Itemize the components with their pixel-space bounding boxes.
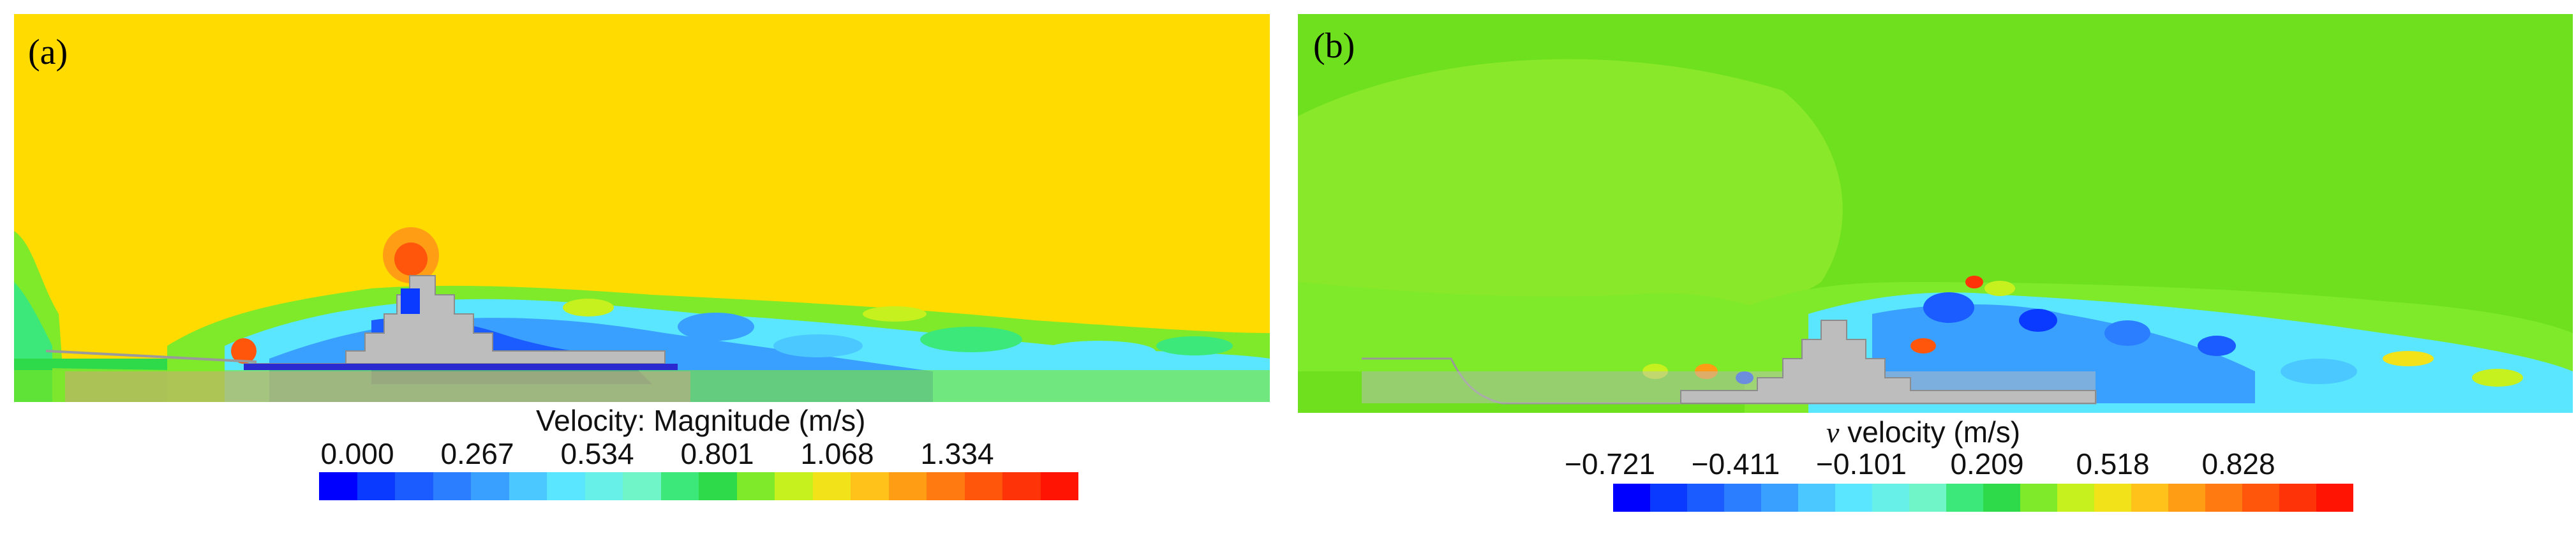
colorbar-b-swatch-7	[1872, 484, 1909, 512]
colorbar-b-swatch-15	[2168, 484, 2205, 512]
colorbar-a-swatch-2	[395, 472, 433, 500]
colorbar-a-swatch-11	[736, 472, 775, 500]
colorbar-a-swatch-14	[851, 472, 889, 500]
colorbar-b-swatch-14	[2131, 484, 2168, 512]
colorbar-b-swatch-1	[1650, 484, 1687, 512]
colorbar-b-swatch-3	[1724, 484, 1761, 512]
colorbar-b-swatch-6	[1835, 484, 1872, 512]
tick-b-0: −0.721	[1565, 447, 1655, 480]
tick-a-1: 0.267	[440, 437, 514, 470]
colorbar-b-swatch-8	[1909, 484, 1946, 512]
colorbar-b-swatch-12	[2057, 484, 2094, 512]
colorbar-b-swatch-4	[1761, 484, 1798, 512]
tick-b-4: 0.518	[2076, 447, 2150, 480]
colorbar-a-swatch-18	[1002, 472, 1041, 500]
colorbar-a-swatch-16	[927, 472, 965, 500]
legend-title-b: v velocity (m/s)	[1826, 415, 2020, 449]
colorbar-b-swatch-18	[2279, 484, 2316, 512]
colorbar-a-swatch-8	[623, 472, 661, 500]
colorbar-a-swatch-7	[584, 472, 623, 500]
legend-title-b-text: velocity (m/s)	[1847, 415, 2021, 449]
colorbar-a-swatch-1	[357, 472, 395, 500]
tick-b-5: 0.828	[2201, 447, 2275, 480]
velocity-magnitude-field	[14, 14, 1270, 402]
tick-b-1: −0.411	[1691, 447, 1780, 480]
colorbar-a	[319, 472, 1078, 500]
colorbar-b-swatch-19	[2316, 484, 2353, 512]
colorbar-b-swatch-9	[1946, 484, 1983, 512]
tick-a-4: 1.068	[800, 437, 874, 470]
tick-a-3: 0.801	[680, 437, 754, 470]
tick-a-2: 0.534	[560, 437, 634, 470]
colorbar-a-swatch-3	[433, 472, 471, 500]
colorbar-b-swatch-5	[1798, 484, 1835, 512]
colorbar-a-swatch-12	[775, 472, 813, 500]
colorbar-b-swatch-16	[2205, 484, 2242, 512]
contour-plot-b	[1298, 14, 2573, 413]
tick-b-2: −0.101	[1816, 447, 1907, 480]
colorbar-a-swatch-10	[699, 472, 737, 500]
colorbar-b-swatch-17	[2242, 484, 2279, 512]
colorbar-a-swatch-19	[1040, 472, 1078, 500]
colorbar-b-swatch-10	[1983, 484, 2020, 512]
colorbar-a-swatch-15	[888, 472, 927, 500]
colorbar-a-swatch-4	[471, 472, 509, 500]
colorbar-a-swatch-13	[812, 472, 851, 500]
colorbar-a-swatch-0	[319, 472, 357, 500]
colorbar-a-swatch-17	[964, 472, 1002, 500]
tick-b-3: 0.209	[1950, 447, 2024, 480]
colorbar-a-swatch-5	[509, 472, 547, 500]
panel-label-b: (b)	[1313, 26, 1355, 66]
tick-a-0: 0.000	[320, 437, 394, 470]
v-velocity-field	[1298, 14, 2573, 413]
colorbar-b-swatch-0	[1613, 484, 1650, 512]
colorbar-b-swatch-11	[2020, 484, 2057, 512]
colorbar-a-swatch-9	[660, 472, 699, 500]
contour-plot-a	[14, 14, 1270, 402]
legend-title-b-symbol: v	[1826, 416, 1840, 449]
colorbar-a-swatch-6	[547, 472, 585, 500]
colorbar-b	[1613, 484, 2353, 512]
tick-a-5: 1.334	[920, 437, 994, 470]
legend-title-a: Velocity: Magnitude (m/s)	[536, 404, 866, 437]
colorbar-b-swatch-13	[2094, 484, 2131, 512]
colorbar-b-swatch-2	[1687, 484, 1724, 512]
panel-label-a: (a)	[28, 33, 68, 72]
